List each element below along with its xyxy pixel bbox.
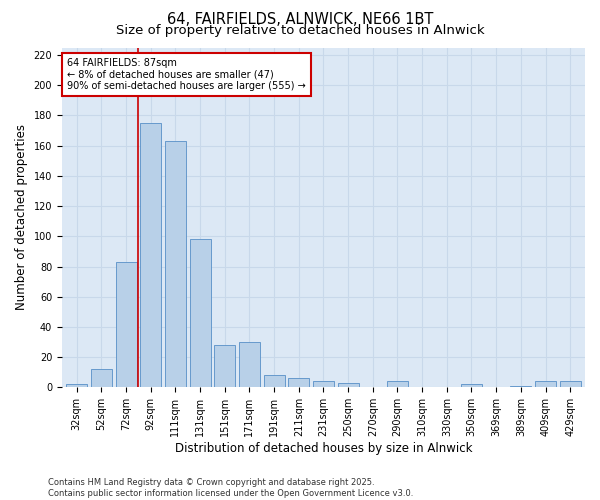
Text: Contains HM Land Registry data © Crown copyright and database right 2025.
Contai: Contains HM Land Registry data © Crown c…: [48, 478, 413, 498]
Text: 64, FAIRFIELDS, ALNWICK, NE66 1BT: 64, FAIRFIELDS, ALNWICK, NE66 1BT: [167, 12, 433, 28]
Bar: [214, 345, 235, 388]
Text: Size of property relative to detached houses in Alnwick: Size of property relative to detached ho…: [116, 24, 484, 37]
X-axis label: Distribution of detached houses by size in Alnwick: Distribution of detached houses by size …: [175, 442, 472, 455]
Text: 64 FAIRFIELDS: 87sqm
← 8% of detached houses are smaller (47)
90% of semi-detach: 64 FAIRFIELDS: 87sqm ← 8% of detached ho…: [67, 58, 306, 91]
Bar: [91, 369, 112, 388]
Bar: [263, 376, 284, 388]
Bar: [116, 262, 137, 388]
Bar: [140, 123, 161, 388]
Bar: [66, 384, 87, 388]
Bar: [461, 384, 482, 388]
Bar: [387, 382, 408, 388]
Bar: [313, 382, 334, 388]
Bar: [535, 382, 556, 388]
Bar: [511, 386, 532, 388]
Bar: [239, 342, 260, 388]
Bar: [560, 382, 581, 388]
Bar: [338, 383, 359, 388]
Bar: [190, 240, 211, 388]
Bar: [288, 378, 309, 388]
Y-axis label: Number of detached properties: Number of detached properties: [15, 124, 28, 310]
Bar: [165, 141, 186, 388]
